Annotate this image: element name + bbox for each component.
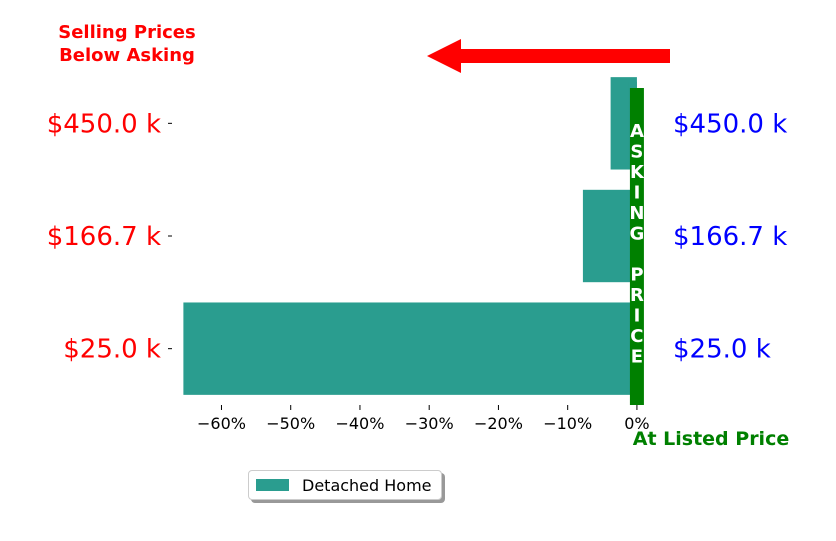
asking-price-letter: K bbox=[630, 162, 645, 183]
right-price-labels: $25.0 k $166.7 k $450.0 k bbox=[673, 109, 787, 364]
bar-1 bbox=[582, 189, 637, 283]
annotation-selling-below-asking: Below Asking bbox=[59, 45, 195, 66]
left-price-label: $166.7 k bbox=[47, 222, 161, 252]
left-price-label: $25.0 k bbox=[63, 335, 161, 365]
legend-swatch-detached-home bbox=[256, 479, 289, 491]
x-tick-label: −40% bbox=[335, 414, 384, 433]
right-price-label: $450.0 k bbox=[673, 109, 787, 139]
legend-label-detached-home: Detached Home bbox=[302, 475, 432, 495]
left-arrow-icon bbox=[427, 39, 670, 73]
x-tick-label: −60% bbox=[197, 414, 246, 433]
asking-price-letter: G bbox=[630, 224, 645, 245]
right-price-label: $25.0 k bbox=[673, 335, 771, 365]
left-price-label: $450.0 k bbox=[47, 109, 161, 139]
x-axis: −60% −50% −40% −30% −20% −10% 0% bbox=[197, 405, 650, 433]
asking-price-letter: I bbox=[634, 183, 641, 204]
annotation-selling-below-asking: Selling Prices bbox=[58, 22, 195, 43]
bar-0 bbox=[183, 302, 637, 395]
bars-group bbox=[183, 77, 637, 395]
asking-price-letter: S bbox=[630, 142, 643, 163]
x-tick-label: −10% bbox=[543, 414, 592, 433]
asking-price-letter: E bbox=[631, 347, 643, 368]
asking-price-letter: I bbox=[634, 306, 641, 327]
asking-price-letter: P bbox=[630, 265, 643, 286]
x-tick-label: −50% bbox=[266, 414, 315, 433]
asking-price-letter: N bbox=[629, 203, 644, 224]
left-price-labels: $25.0 k $166.7 k $450.0 k bbox=[47, 109, 172, 365]
asking-price-letter: A bbox=[630, 121, 644, 142]
asking-price-letter: C bbox=[630, 326, 643, 347]
x-tick-label: 0% bbox=[624, 414, 649, 433]
asking-price-letter: R bbox=[630, 285, 644, 306]
annotation-at-listed-price: At Listed Price bbox=[633, 428, 789, 450]
right-price-label: $166.7 k bbox=[673, 222, 787, 252]
x-tick-label: −30% bbox=[405, 414, 454, 433]
x-tick-label: −20% bbox=[474, 414, 523, 433]
asking-price-bar bbox=[629, 88, 644, 405]
legend: Detached Home bbox=[248, 470, 442, 500]
